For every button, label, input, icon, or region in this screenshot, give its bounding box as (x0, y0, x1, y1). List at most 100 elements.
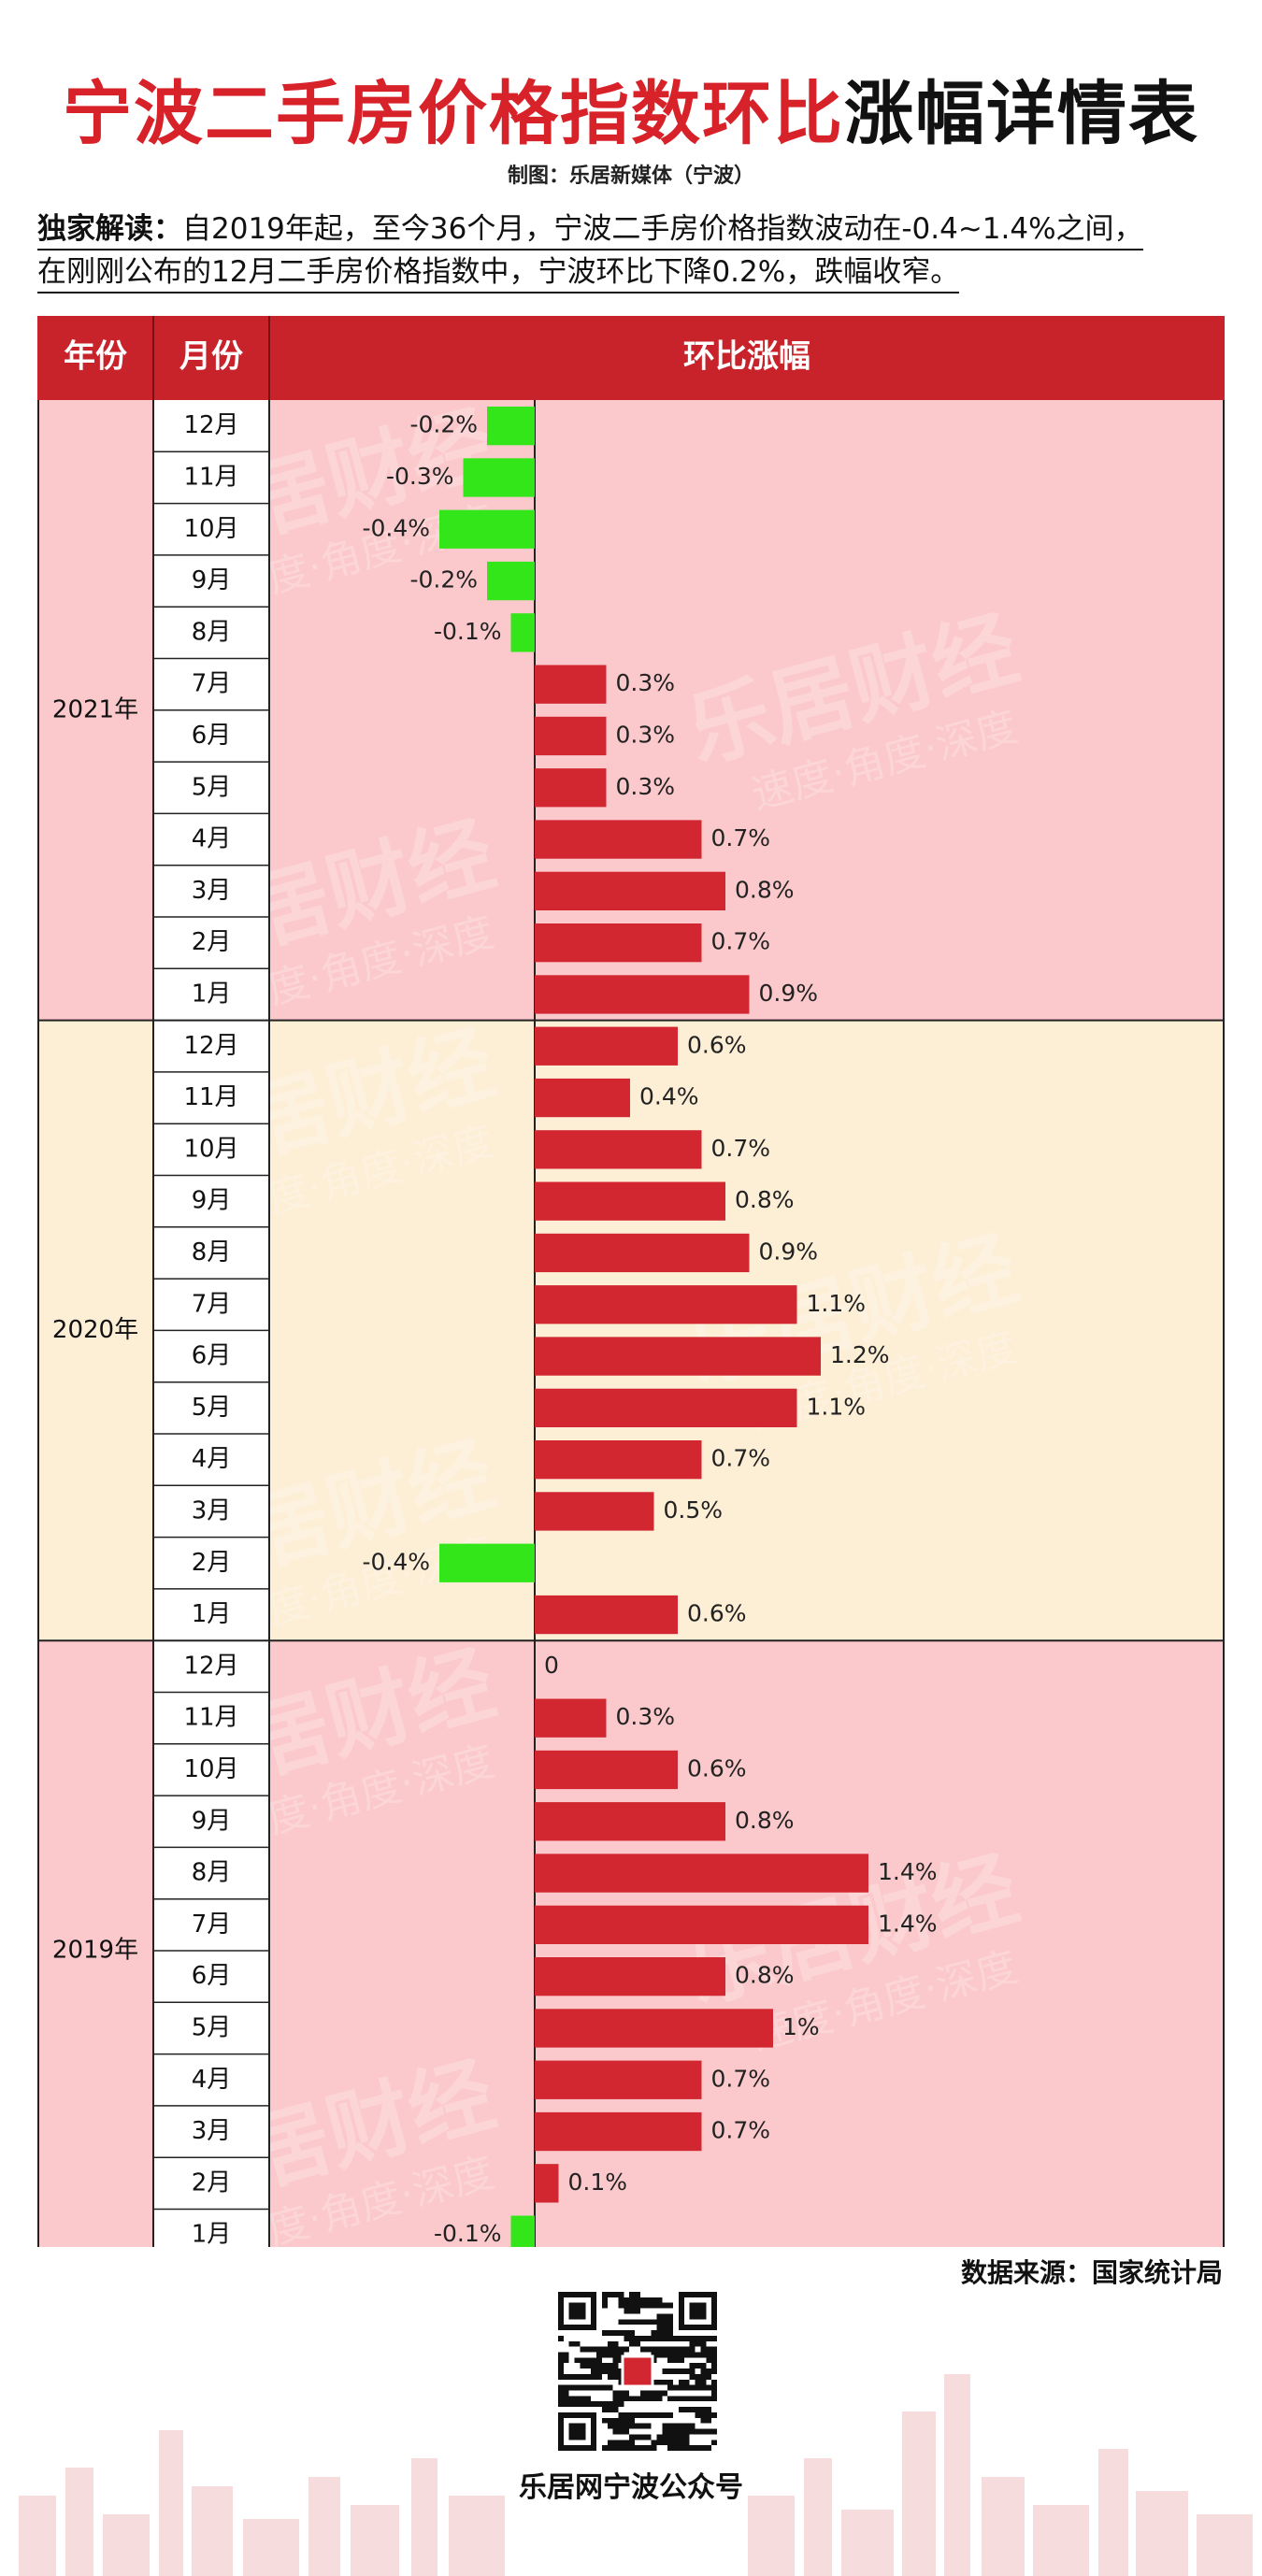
bar-value-label: -0.3% (386, 463, 454, 490)
month-label: 6月 (192, 722, 232, 750)
bar-value-label: -0.4% (362, 1548, 430, 1575)
header-bar (37, 316, 1225, 400)
month-label: 11月 (183, 463, 238, 491)
month-label: 2月 (192, 2168, 232, 2197)
bar-value-label: 0 (544, 1652, 559, 1679)
bar-positive (535, 1595, 678, 1635)
bar-value-label: 0.1% (568, 2168, 628, 2196)
bar-value-label: 0.7% (711, 1135, 771, 1162)
city-skyline (19, 2374, 1253, 2576)
month-label: 4月 (192, 2066, 232, 2094)
bar-positive (535, 665, 607, 704)
bar-value-label: 0.7% (711, 2065, 771, 2092)
bar-positive (535, 2164, 559, 2203)
month-label: 3月 (192, 1496, 232, 1524)
month-label: 7月 (192, 670, 232, 698)
month-label: 6月 (192, 1962, 232, 1990)
bar-value-label: 0.4% (639, 1083, 699, 1110)
title-black: 涨幅详情表 (844, 74, 1199, 154)
bar-positive (535, 871, 725, 910)
bar-positive (535, 1802, 725, 1841)
page-title: 宁波二手房价格指数环比涨幅详情表 (0, 58, 1262, 158)
bar-value-label: 0.3% (616, 1703, 676, 1730)
month-label: 2月 (192, 928, 232, 956)
year-label: 2019年 (52, 1937, 138, 1965)
month-label: 7月 (192, 1290, 232, 1318)
bar-positive (535, 2060, 702, 2099)
bar-value-label: -0.2% (409, 411, 478, 438)
month-label: 3月 (192, 2117, 232, 2145)
bar-value-label: 0.8% (735, 1962, 795, 1989)
bar-value-label: 0.7% (711, 2117, 771, 2144)
bar-positive (535, 2111, 702, 2152)
header-change: 环比涨幅 (683, 338, 810, 376)
bar-positive (535, 1698, 607, 1738)
bar-negative (487, 407, 535, 446)
month-label: 10月 (183, 1135, 238, 1163)
month-label: 1月 (192, 980, 232, 1008)
bar-positive (535, 1285, 797, 1324)
bar-positive (535, 1181, 725, 1221)
bar-value-label: 0.8% (735, 876, 795, 903)
header-year: 年份 (64, 338, 127, 376)
label-layer: 2021年 12月 -0.2% 11月 -0.3% 10月 -0.4% 9月 -0.2% 8月 -0… (52, 411, 938, 2249)
bar-value-label: 1.1% (807, 1290, 867, 1317)
bar-positive (535, 1388, 797, 1427)
month-label: 8月 (192, 1238, 232, 1267)
header-month: 月份 (179, 338, 243, 376)
bar-positive (535, 923, 702, 963)
month-label: 4月 (192, 1445, 232, 1473)
bar-positive (535, 1026, 678, 1066)
month-label: 5月 (192, 1394, 232, 1422)
month-label: 5月 (192, 2013, 232, 2041)
bar-value-label: 0.8% (735, 1186, 795, 1213)
qr-logo-icon (624, 2357, 652, 2385)
bar-value-label: 1.4% (878, 1910, 938, 1937)
month-label: 9月 (192, 1807, 232, 1835)
bar-positive (535, 2009, 773, 2048)
bar-negative (463, 458, 535, 497)
bar-positive (535, 975, 750, 1014)
intro-line2: 在刚刚公布的12月二手房价格指数中，宁波环比下降0.2%，跌幅收窄。 (37, 252, 960, 293)
title-red: 宁波二手房价格指数环比 (63, 74, 844, 154)
bar-value-label: 0.7% (711, 1445, 771, 1472)
bar-value-label: -0.4% (362, 514, 430, 541)
table-header: 年份 月份 环比涨幅 (37, 316, 1225, 400)
month-label: 1月 (192, 2221, 232, 2247)
month-label: 10月 (183, 515, 238, 543)
month-label: 9月 (192, 1187, 232, 1215)
bar-positive (535, 1750, 678, 1790)
bar-positive (535, 820, 702, 859)
bar-value-label: 0.5% (664, 1496, 724, 1524)
bar-positive (535, 1078, 630, 1118)
qr-code[interactable] (558, 2292, 717, 2451)
bar-value-label: 0.6% (687, 1754, 747, 1782)
bar-positive (535, 1853, 868, 1893)
bar-positive (535, 1957, 725, 1996)
bar-value-label: 0.7% (711, 928, 771, 955)
bar-positive (535, 1337, 821, 1376)
intro-label: 独家解读： (37, 212, 182, 246)
month-label: 10月 (183, 1755, 238, 1783)
month-label: 8月 (192, 618, 232, 646)
bar-value-label: 0.3% (616, 669, 676, 696)
month-label: 12月 (183, 1032, 238, 1060)
month-label: 4月 (192, 825, 232, 853)
bar-value-label: 1.1% (807, 1393, 867, 1420)
bar-value-label: 0.7% (711, 824, 771, 852)
intro-line1: 自2019年起，至今36个月，宁波二手房价格指数波动在-0.4~1.4%之间， (182, 212, 1143, 246)
data-source: 数据来源：国家统计局 (960, 2257, 1223, 2288)
bar-negative (510, 2215, 535, 2254)
bar-value-label: -0.1% (434, 2220, 502, 2247)
month-label: 6月 (192, 1342, 232, 1370)
bar-positive (535, 768, 607, 808)
bar-negative (487, 561, 535, 601)
month-label: 2月 (192, 1549, 232, 1577)
bar-layer (439, 407, 868, 2254)
year-label: 2021年 (52, 695, 138, 723)
month-label: 12月 (183, 411, 238, 439)
index-table: 乐居财经 速度·角度·深度 乐居财经 速度·角度·深度 乐居财经 速度·角度·深度 乐居财经… (37, 316, 1225, 2266)
bar-value-label: 0.9% (759, 980, 819, 1007)
month-label: 3月 (192, 877, 232, 905)
bar-positive (535, 716, 607, 756)
